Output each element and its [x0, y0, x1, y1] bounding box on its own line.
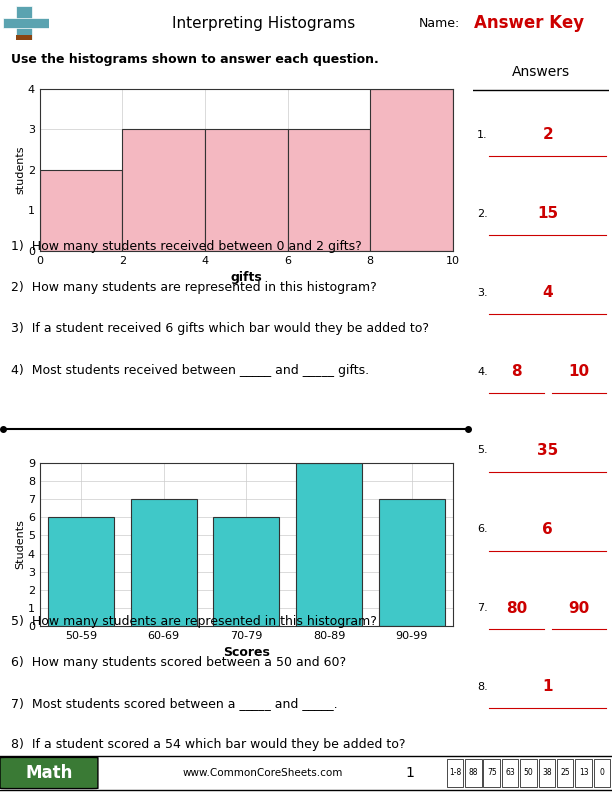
Bar — [296, 463, 362, 626]
Text: 1)  How many students received between 0 and 2 gifts?: 1) How many students received between 0 … — [11, 240, 362, 253]
Bar — [370, 89, 453, 251]
Text: 0: 0 — [600, 768, 604, 778]
Text: Math: Math — [25, 764, 73, 782]
FancyBboxPatch shape — [0, 757, 98, 789]
Text: 15: 15 — [537, 206, 558, 221]
Text: 63: 63 — [506, 768, 515, 778]
Text: 8)  If a student scored a 54 which bar would they be added to?: 8) If a student scored a 54 which bar wo… — [11, 738, 405, 751]
Bar — [502, 759, 518, 787]
Text: Interpreting Histograms: Interpreting Histograms — [171, 16, 355, 31]
Text: 3)  If a student received 6 gifts which bar would they be added to?: 3) If a student received 6 gifts which b… — [11, 322, 429, 335]
Bar — [465, 759, 482, 787]
Bar — [122, 129, 205, 251]
Bar — [3, 18, 49, 29]
Text: 1: 1 — [406, 766, 414, 780]
Text: 8.: 8. — [477, 682, 488, 692]
Text: 4.: 4. — [477, 367, 488, 376]
Text: 8: 8 — [511, 364, 522, 379]
Text: 10: 10 — [569, 364, 589, 379]
Bar — [378, 500, 445, 626]
Text: 2)  How many students are represented in this histogram?: 2) How many students are represented in … — [11, 281, 376, 294]
Bar — [594, 759, 610, 787]
Text: 75: 75 — [487, 768, 496, 778]
Text: 4: 4 — [542, 285, 553, 300]
Text: 80: 80 — [506, 600, 527, 615]
Text: 1-8: 1-8 — [449, 768, 461, 778]
Text: www.CommonCoreSheets.com: www.CommonCoreSheets.com — [183, 768, 343, 778]
Bar — [539, 759, 555, 787]
Bar — [483, 759, 500, 787]
Bar — [288, 129, 370, 251]
Text: 2.: 2. — [477, 209, 488, 219]
Bar — [520, 759, 537, 787]
Bar — [557, 759, 573, 787]
Bar — [575, 759, 592, 787]
Text: 25: 25 — [561, 768, 570, 778]
Text: 7)  Most students scored between a _____ and _____.: 7) Most students scored between a _____ … — [11, 697, 337, 710]
X-axis label: gifts: gifts — [231, 272, 262, 284]
Bar — [447, 759, 463, 787]
Bar — [131, 500, 197, 626]
Text: Name:: Name: — [419, 17, 460, 30]
Bar — [16, 36, 32, 42]
Text: 5.: 5. — [477, 445, 488, 455]
X-axis label: Scores: Scores — [223, 646, 270, 659]
Text: 38: 38 — [542, 768, 551, 778]
Y-axis label: Students: Students — [15, 520, 25, 569]
Bar — [16, 6, 32, 40]
Text: 35: 35 — [537, 443, 558, 458]
Text: 1: 1 — [543, 680, 553, 695]
Text: 4)  Most students received between _____ and _____ gifts.: 4) Most students received between _____ … — [11, 364, 369, 376]
Text: Use the histograms shown to answer each question.: Use the histograms shown to answer each … — [10, 53, 378, 66]
Bar — [214, 517, 280, 626]
Text: 6)  How many students scored between a 50 and 60?: 6) How many students scored between a 50… — [11, 656, 346, 668]
Text: 50: 50 — [524, 768, 533, 778]
Bar — [205, 129, 288, 251]
Bar — [40, 169, 122, 251]
Text: Answer Key: Answer Key — [474, 14, 584, 32]
Text: 1.: 1. — [477, 130, 488, 140]
Text: 90: 90 — [569, 600, 590, 615]
Text: 3.: 3. — [477, 287, 488, 298]
Text: 2: 2 — [542, 128, 553, 143]
Bar — [48, 517, 114, 626]
Text: 13: 13 — [579, 768, 588, 778]
Y-axis label: students: students — [15, 146, 25, 194]
Text: Answers: Answers — [512, 65, 570, 79]
Text: 6: 6 — [542, 522, 553, 537]
Text: 6.: 6. — [477, 524, 488, 535]
Text: 88: 88 — [469, 768, 478, 778]
Text: 7.: 7. — [477, 603, 488, 613]
Text: 5)  How many students are represented in this histogram?: 5) How many students are represented in … — [11, 615, 376, 627]
